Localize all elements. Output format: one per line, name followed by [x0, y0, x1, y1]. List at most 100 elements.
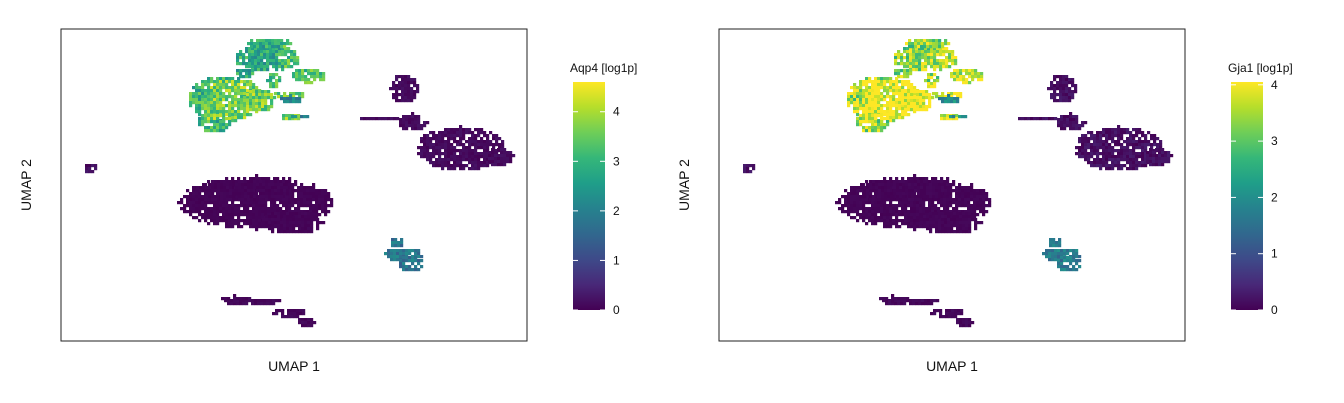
cell-point — [889, 83, 893, 87]
cell-point — [850, 95, 854, 99]
cell-point — [262, 39, 266, 43]
cell-point — [976, 198, 980, 202]
cell-point — [183, 204, 187, 208]
cell-point — [1062, 75, 1066, 79]
cell-point — [298, 227, 302, 231]
cell-point — [1126, 152, 1130, 156]
cell-point — [898, 101, 902, 105]
cell-point — [926, 192, 930, 196]
cell-point — [944, 230, 948, 234]
cell-point — [282, 210, 286, 214]
cell-point — [925, 108, 929, 112]
cell-point — [917, 192, 921, 196]
cell-point — [225, 89, 229, 93]
cluster-small-left — [85, 164, 98, 174]
cell-point — [276, 177, 280, 181]
cell-point — [234, 101, 238, 105]
cell-point — [930, 299, 934, 303]
cell-point — [1057, 124, 1061, 128]
cell-point — [1129, 134, 1133, 138]
cell-point — [189, 210, 193, 214]
cell-point — [295, 230, 299, 234]
cell-point — [274, 186, 278, 190]
cell-point — [324, 192, 328, 196]
cell-point — [246, 105, 250, 109]
cell-point — [921, 302, 925, 306]
cell-point — [429, 131, 433, 135]
cell-point — [892, 207, 896, 211]
cell-point — [862, 104, 866, 108]
cell-point — [901, 102, 905, 106]
cell-point — [265, 192, 269, 196]
cell-point — [237, 89, 241, 93]
cell-point — [932, 183, 936, 187]
cell-point — [976, 207, 980, 211]
cell-point — [1093, 158, 1097, 162]
cell-point — [949, 195, 953, 199]
cell-point — [874, 114, 878, 118]
cell-point — [919, 102, 923, 106]
cell-point — [921, 47, 925, 51]
cell-point — [248, 299, 252, 303]
cell-point — [228, 219, 232, 223]
cell-point — [222, 216, 226, 220]
cell-point — [251, 299, 255, 303]
cell-point — [949, 216, 953, 220]
cell-point — [282, 192, 286, 196]
cell-point — [245, 62, 249, 66]
cell-point — [243, 86, 247, 90]
cell-point — [979, 195, 983, 199]
cell-point — [183, 195, 187, 199]
cell-point — [950, 97, 954, 101]
cell-point — [927, 50, 931, 54]
cell-point — [295, 97, 299, 101]
cell-point — [296, 62, 300, 66]
cell-point — [910, 108, 914, 112]
cell-point — [300, 204, 304, 208]
cell-point — [486, 149, 490, 153]
cell-point — [189, 92, 193, 96]
cell-point — [964, 204, 968, 208]
cell-point — [453, 164, 457, 168]
cell-point — [295, 224, 299, 228]
cell-point — [198, 89, 202, 93]
cell-point — [284, 50, 288, 54]
cell-point — [417, 124, 421, 128]
cell-point — [1093, 161, 1097, 165]
cell-point — [1126, 146, 1130, 150]
cell-point — [201, 95, 205, 99]
cell-point — [462, 134, 466, 138]
cell-point — [483, 140, 487, 144]
cell-point — [928, 207, 932, 211]
cell-point — [897, 50, 901, 54]
cell-point — [309, 207, 313, 211]
cell-point — [1075, 115, 1079, 119]
cell-point — [456, 143, 460, 147]
cell-point — [246, 95, 250, 99]
cell-point — [225, 123, 229, 127]
cell-point — [945, 50, 949, 54]
cell-point — [905, 186, 909, 190]
cell-point — [856, 113, 860, 117]
cell-point — [307, 215, 311, 219]
cell-point — [289, 221, 293, 225]
cell-point — [1146, 154, 1150, 158]
cell-point — [303, 210, 307, 214]
cell-point — [850, 207, 854, 211]
cell-point — [1063, 249, 1067, 253]
cell-point — [905, 189, 909, 193]
cell-point — [302, 309, 306, 313]
cell-point — [865, 198, 869, 202]
cell-point — [919, 108, 923, 112]
cell-point — [426, 134, 430, 138]
cell-point — [895, 116, 899, 120]
cell-point — [950, 75, 954, 79]
cell-point — [933, 79, 937, 83]
cell-point — [1093, 146, 1097, 150]
cell-point — [453, 128, 457, 132]
cell-point — [1093, 164, 1097, 168]
cell-point — [940, 114, 944, 118]
cell-point — [883, 204, 887, 208]
cell-point — [286, 189, 290, 193]
cell-point — [210, 114, 214, 118]
